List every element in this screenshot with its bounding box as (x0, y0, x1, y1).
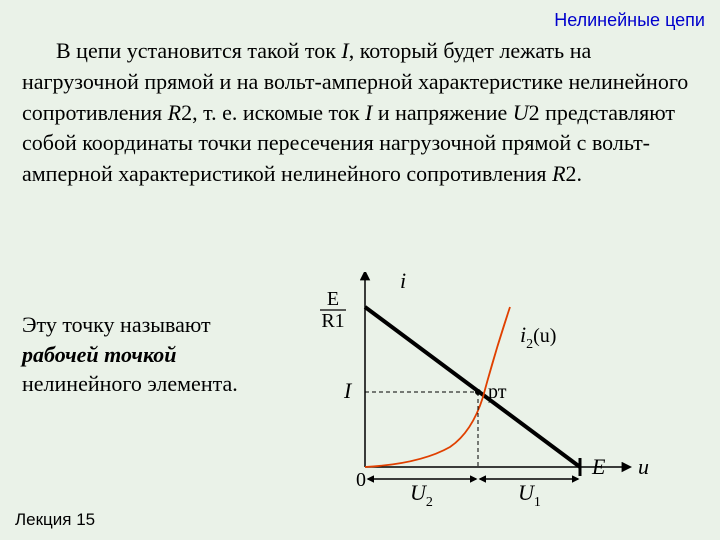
main-paragraph: В цепи установится такой ток I, который … (22, 36, 698, 190)
var-I-1: I (341, 38, 348, 63)
origin-label: 0 (356, 469, 366, 491)
side-paragraph: Эту точку называют рабочей точкой нелине… (22, 310, 282, 399)
side-s1: Эту точку называют (22, 312, 211, 337)
var-U-1: U (513, 100, 529, 125)
num-2-1: 2 (181, 100, 192, 125)
i2u-label: i2(u) (520, 322, 556, 352)
U1-label: U1 (518, 480, 541, 510)
text-p1c: , т. е. искомые ток (192, 100, 365, 125)
var-R-1: R (168, 100, 181, 125)
E-label: E (591, 454, 606, 479)
header-title: Нелинейные цепи (554, 10, 705, 31)
frac-top: E (327, 288, 339, 310)
footer-label: Лекция 15 (15, 510, 95, 530)
side-s2: рабочей точкой (22, 342, 177, 367)
frac-bot: R1 (321, 310, 344, 332)
rt-label: рт (488, 381, 507, 403)
text-p1a: В цепи установится такой ток (56, 38, 341, 63)
chart: i u E R1 I рт i2(u) 0 E U2 U1 (300, 272, 680, 510)
U2-label: U2 (410, 480, 433, 510)
I-label: I (343, 378, 353, 403)
var-R-2: R (552, 161, 565, 186)
u-axis-label: u (638, 454, 649, 479)
text-p1f: . (577, 161, 583, 186)
i-axis-label: i (400, 272, 406, 293)
operating-point (475, 389, 481, 395)
side-s3: нелинейного элемента. (22, 371, 238, 396)
num-2-3: 2 (566, 161, 577, 186)
num-2-2: 2 (529, 100, 540, 125)
text-p1d: и напряжение (372, 100, 512, 125)
